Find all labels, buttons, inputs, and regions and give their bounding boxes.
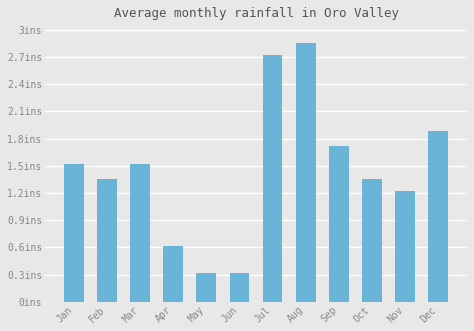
Bar xyxy=(362,179,382,302)
Bar xyxy=(97,179,117,302)
Bar xyxy=(130,164,150,302)
Bar xyxy=(395,191,415,302)
Bar xyxy=(229,273,249,302)
Bar xyxy=(428,131,448,302)
Bar xyxy=(196,273,216,302)
Title: Average monthly rainfall in Oro Valley: Average monthly rainfall in Oro Valley xyxy=(113,7,399,20)
Bar xyxy=(263,55,283,302)
Bar xyxy=(329,146,349,302)
Bar xyxy=(164,246,183,302)
Bar xyxy=(296,43,316,302)
Bar xyxy=(64,164,84,302)
